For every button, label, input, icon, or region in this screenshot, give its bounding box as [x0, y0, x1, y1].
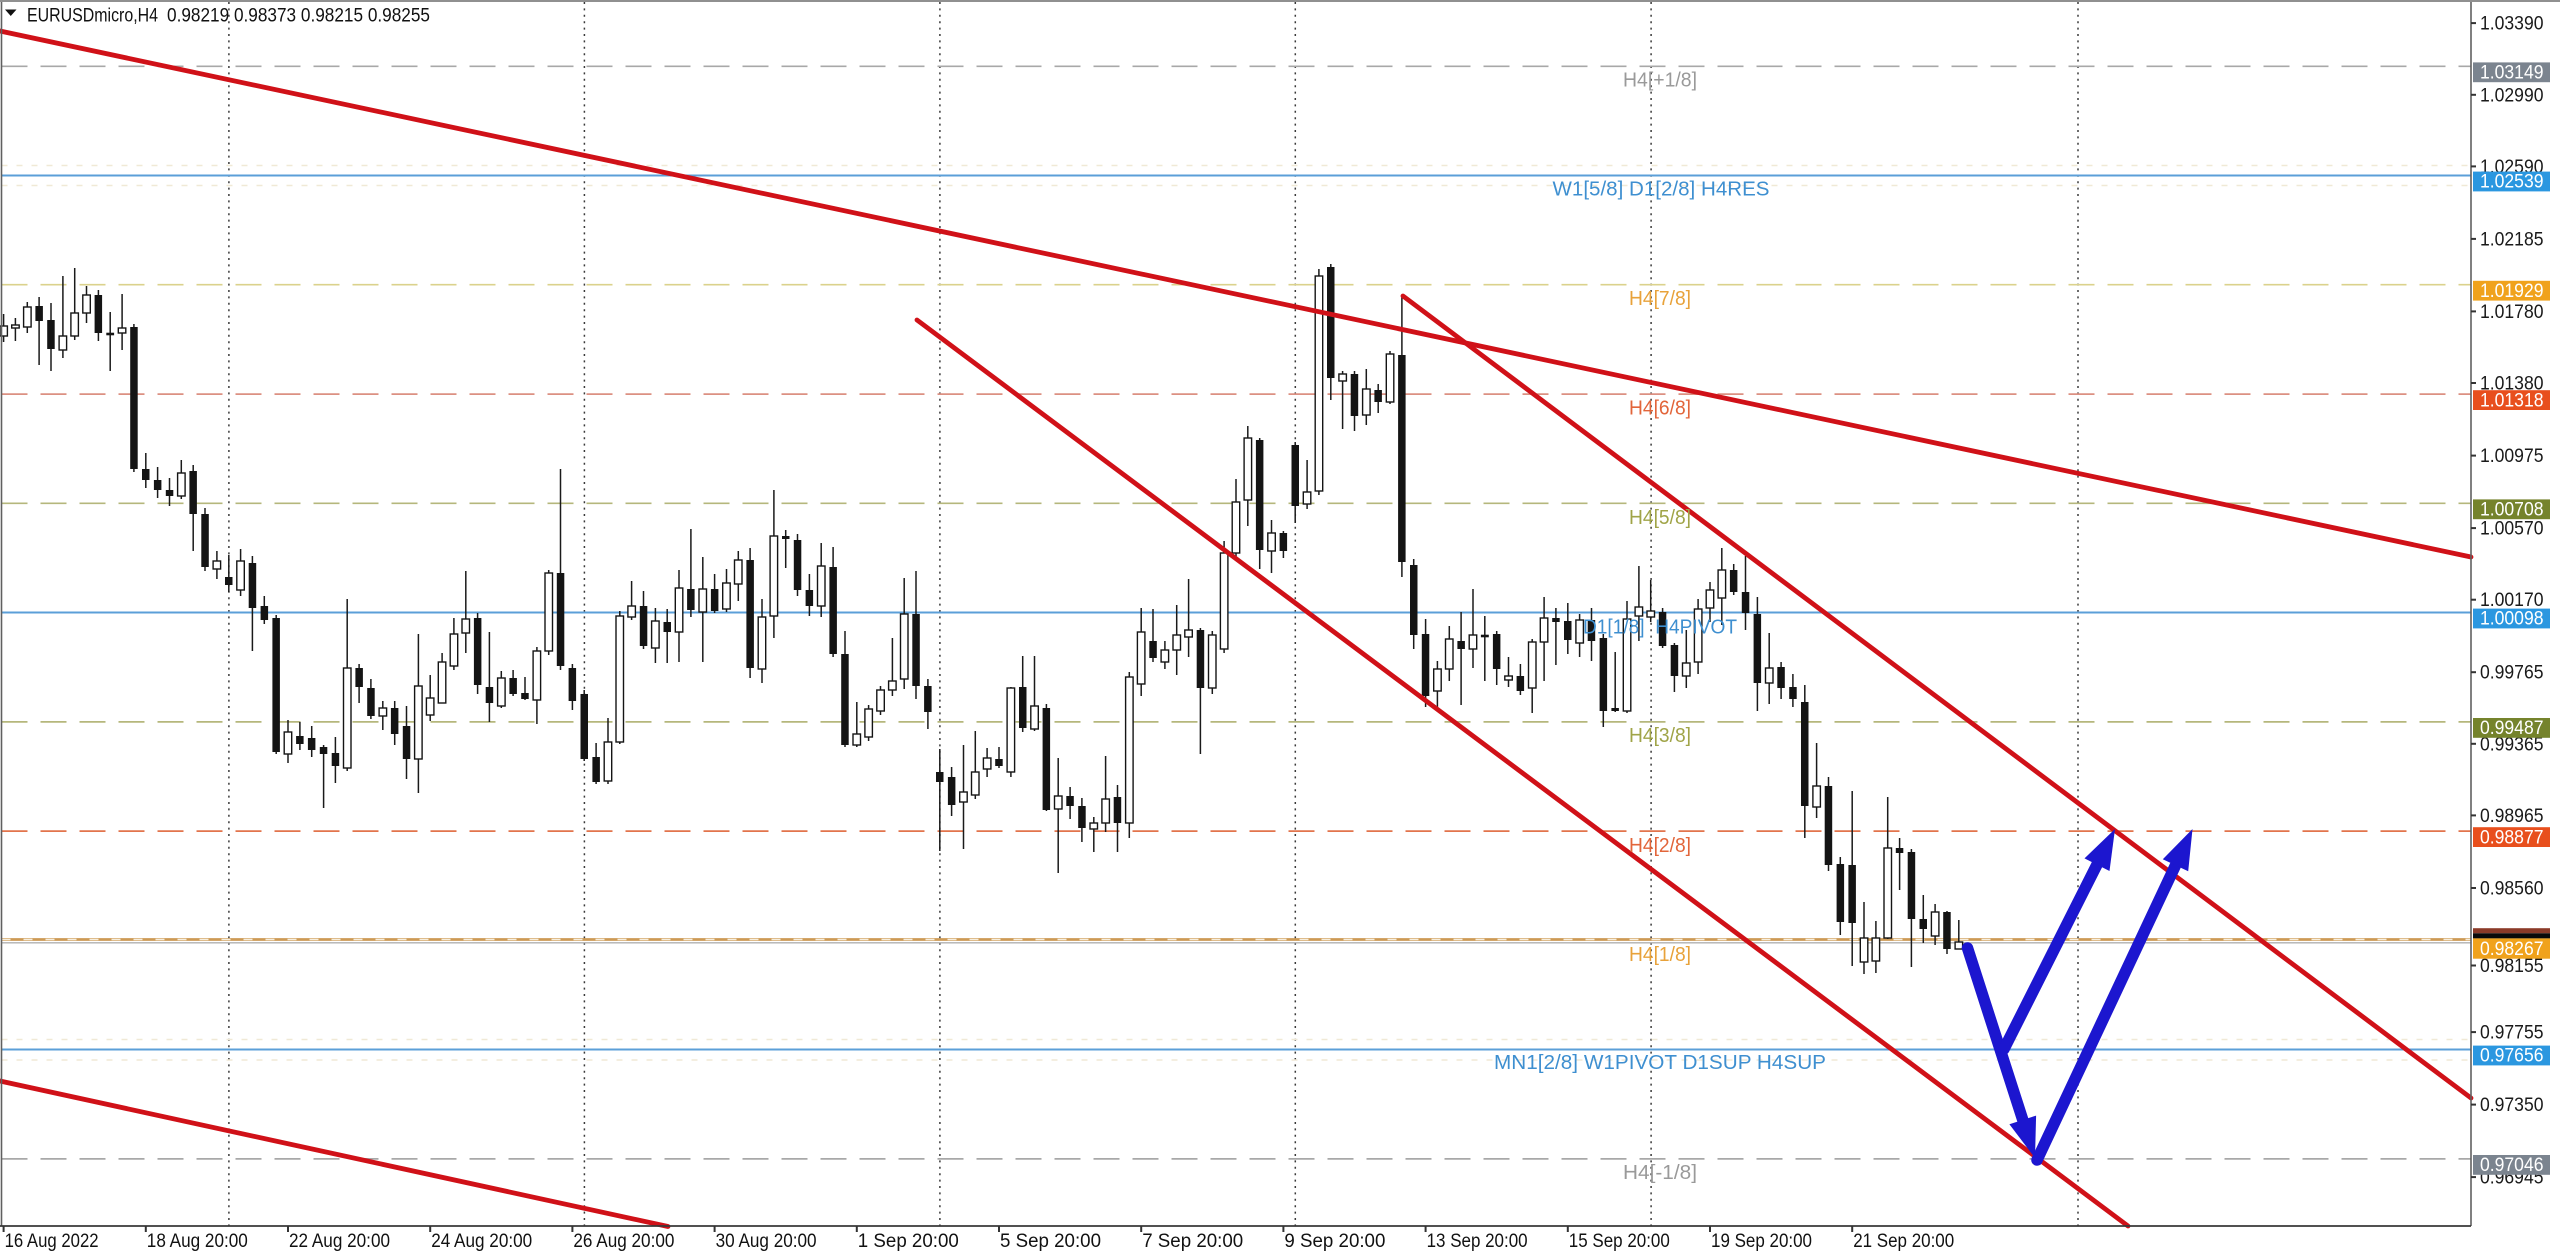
svg-text:0.99487: 0.99487: [2480, 718, 2544, 739]
svg-text:0.97656: 0.97656: [2480, 1046, 2544, 1067]
svg-text:0.98267: 0.98267: [2480, 939, 2544, 960]
svg-text:0.98219 0.98373 0.98215 0.9825: 0.98219 0.98373 0.98215 0.98255: [167, 5, 430, 27]
svg-text:9 Sep 20:00: 9 Sep 20:00: [1284, 1231, 1385, 1252]
svg-text:W1[5/8] D1[2/8] H4RES: W1[5/8] D1[2/8] H4RES: [1553, 179, 1770, 201]
svg-text:22 Aug 20:00: 22 Aug 20:00: [289, 1231, 390, 1252]
svg-text:7 Sep 20:00: 7 Sep 20:00: [1142, 1231, 1243, 1252]
svg-text:1.01929: 1.01929: [2480, 281, 2544, 302]
svg-text:0.97350: 0.97350: [2480, 1095, 2544, 1116]
svg-text:H4[3/8]: H4[3/8]: [1629, 725, 1691, 747]
svg-text:0.97046: 0.97046: [2480, 1155, 2544, 1176]
svg-text:D1[1/8] H4PIVOT: D1[1/8] H4PIVOT: [1583, 617, 1737, 639]
svg-text:H4[6/8]: H4[6/8]: [1629, 398, 1691, 420]
svg-text:1.00170: 1.00170: [2480, 590, 2544, 611]
svg-text:0.98560: 0.98560: [2480, 879, 2544, 900]
svg-text:0.98155: 0.98155: [2480, 956, 2544, 977]
svg-text:0.99765: 0.99765: [2480, 663, 2544, 684]
svg-text:H4[+1/8]: H4[+1/8]: [1623, 70, 1697, 92]
svg-text:18 Aug 20:00: 18 Aug 20:00: [147, 1231, 248, 1252]
svg-text:1.00708: 1.00708: [2480, 500, 2544, 521]
svg-text:1.02539: 1.02539: [2480, 172, 2544, 193]
svg-text:30 Aug 20:00: 30 Aug 20:00: [716, 1231, 817, 1252]
svg-text:1.01780: 1.01780: [2480, 302, 2544, 323]
svg-text:13 Sep 20:00: 13 Sep 20:00: [1427, 1231, 1528, 1252]
svg-text:EURUSDmicro,H4: EURUSDmicro,H4: [27, 5, 158, 27]
svg-text:15 Sep 20:00: 15 Sep 20:00: [1569, 1231, 1670, 1252]
svg-text:19 Sep 20:00: 19 Sep 20:00: [1711, 1231, 1812, 1252]
svg-text:H4[7/8]: H4[7/8]: [1629, 288, 1691, 310]
svg-text:1.01380: 1.01380: [2480, 374, 2544, 395]
svg-text:24 Aug 20:00: 24 Aug 20:00: [431, 1231, 532, 1252]
svg-text:1.00570: 1.00570: [2480, 519, 2544, 540]
svg-text:21 Sep 20:00: 21 Sep 20:00: [1853, 1231, 1954, 1252]
svg-text:0.98965: 0.98965: [2480, 806, 2544, 827]
svg-text:1.00098: 1.00098: [2480, 609, 2544, 630]
svg-text:16 Aug 2022: 16 Aug 2022: [5, 1231, 99, 1252]
svg-text:H4[5/8]: H4[5/8]: [1629, 507, 1691, 529]
svg-text:0.99365: 0.99365: [2480, 734, 2544, 755]
svg-text:1.02990: 1.02990: [2480, 85, 2544, 106]
svg-text:5 Sep 20:00: 5 Sep 20:00: [1000, 1231, 1101, 1252]
svg-text:26 Aug 20:00: 26 Aug 20:00: [573, 1231, 674, 1252]
svg-text:0.97755: 0.97755: [2480, 1023, 2544, 1044]
svg-text:H4[2/8]: H4[2/8]: [1629, 835, 1691, 857]
svg-text:H4[-1/8]: H4[-1/8]: [1623, 1162, 1697, 1184]
svg-text:MN1[2/8] W1PIVOT D1SUP H4SUP: MN1[2/8] W1PIVOT D1SUP H4SUP: [1494, 1052, 1826, 1074]
svg-text:1.03390: 1.03390: [2480, 14, 2544, 35]
svg-text:H4[1/8]: H4[1/8]: [1629, 944, 1691, 966]
svg-text:1.00975: 1.00975: [2480, 446, 2544, 467]
svg-text:1.01318: 1.01318: [2480, 390, 2544, 411]
svg-text:1.03149: 1.03149: [2480, 63, 2544, 84]
svg-text:1 Sep 20:00: 1 Sep 20:00: [858, 1231, 959, 1252]
svg-text:0.98877: 0.98877: [2480, 827, 2544, 848]
svg-text:1.02185: 1.02185: [2480, 229, 2544, 250]
